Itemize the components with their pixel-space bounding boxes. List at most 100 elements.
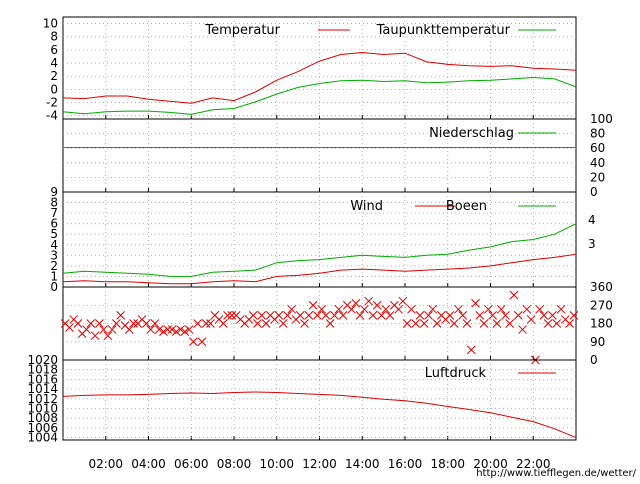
wind_direction-point [407,304,416,314]
wind_direction-point [398,296,408,306]
wind-ytick-label: 7 [50,206,58,220]
wind_direction-point [304,311,314,320]
wind_direction-point [394,304,403,314]
precipitation-ytick-label: 80 [590,127,605,141]
wind_direction-point [377,311,386,320]
wind_direction-point [300,319,309,328]
wind_direction-point [99,325,108,334]
wind_direction-point [428,304,438,314]
wind_direction-point [518,325,527,334]
temperature-ytick-label: 4 [50,56,58,70]
wind_direction-point [146,325,155,334]
wind_direction-point [261,319,271,328]
wind_direction-point [295,311,305,320]
wind_direction-point [206,319,215,328]
footer-url: http://www.tiefflegen.de/wetter/ [476,468,636,479]
wind_direction-point [197,337,207,347]
wind-ytick-label: 8 [50,196,58,210]
wind_direction-point [116,311,126,320]
time-label: 04:00 [131,457,166,471]
time-label: 22:00 [516,457,551,471]
wind_direction-point [150,319,160,328]
wind_direction-point [308,300,318,310]
wind_direction-point [381,304,391,314]
wind_direction-point [313,311,322,320]
wind_direction-point [556,304,566,314]
time-label: 14:00 [345,457,380,471]
time-label: 10:00 [259,457,294,471]
precipitation-ytick-label: 20 [590,170,605,184]
wind_direction-point [471,298,480,308]
wind_direction-point [552,319,562,328]
wind_direction-point [73,319,83,328]
wind_direction-point [415,311,425,320]
wind_direction-point [124,325,134,334]
temperature-legend-label: Taupunkttemperatur [376,23,511,38]
pressure-ytick-label: 1016 [27,372,58,386]
wind_direction-point [364,296,374,306]
wind-ytick-label: 3 [50,248,58,262]
precipitation-ytick-label: 100 [590,112,613,126]
wind_direction-point [539,311,549,320]
pressure-ytick-label: 1006 [27,421,58,435]
temperature-ytick-label: 8 [50,30,58,44]
wind_direction-point [509,290,519,300]
wind_direction-ytick-label: 0 [590,353,598,367]
time-label: 08:00 [217,457,252,471]
wind_direction-point [505,319,515,328]
wind_direction-point [171,327,181,336]
time-label: 12:00 [302,457,337,471]
wind_direction-point [535,304,545,314]
precipitation-ytick-label: 0 [590,185,598,199]
wind-right-label: 3 [588,237,596,251]
wind-ytick-label: 2 [50,259,58,273]
wind_direction-point [103,331,113,341]
wind-ytick-label: 0 [50,280,58,294]
wind_direction-point [402,319,412,328]
wind_direction-point [287,304,297,314]
temperature-ytick-label: 10 [43,17,58,31]
wind_direction-point [227,311,237,320]
wind_direction-point [424,311,433,320]
wind_direction-point [82,325,91,334]
wind_direction-ytick-label: 180 [590,317,613,331]
wind_direction-ytick-label: 270 [590,298,613,312]
wind_direction-point [411,319,421,328]
temperature-series-1 [62,76,577,115]
wind_direction-point [278,319,288,328]
wind_direction-point [154,325,164,334]
pressure-series-0 [62,391,577,439]
wind_direction-panel: 0 90 180 270 360 [60,280,613,367]
wind_direction-point [347,304,356,314]
wind_direction-point [522,304,532,314]
wind_direction-point [432,319,442,328]
wind_direction-point [218,319,228,328]
wind_direction-point [112,319,121,328]
temperature-legend-label: Temperatur [204,23,280,38]
wind-ytick-label: 6 [50,217,58,231]
time-label: 06:00 [174,457,209,471]
wind_direction-point [330,311,339,320]
wind-ytick-label: 4 [50,238,58,252]
wind_direction-point [283,311,292,320]
wind-ytick-label: 9 [50,185,58,199]
wind_direction-point [548,311,557,320]
pressure-ytick-label: 1020 [27,353,58,367]
wind_direction-point [565,319,574,328]
temperature-ytick-label: 6 [50,43,58,57]
wind_direction-point [107,325,117,334]
pressure-legend-label: Luftdruck [425,366,487,381]
wind_direction-point [193,319,203,328]
temperature-ytick-label: 2 [50,69,58,83]
wind_direction-point [159,327,168,336]
wind-ytick-label: 5 [50,227,58,241]
wind_direction-point [526,315,536,324]
wind_direction-point [176,325,185,334]
wind_direction-point [360,304,369,314]
wind_direction-point [569,311,579,320]
wind-legend-label: Boeen [446,199,487,214]
